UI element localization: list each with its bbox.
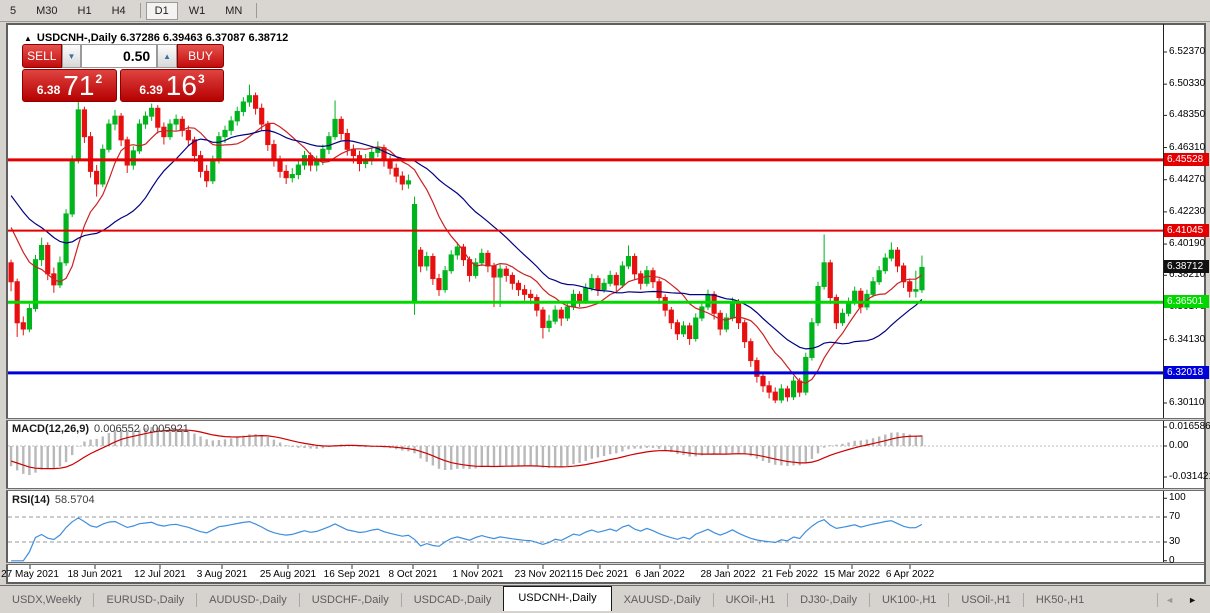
chart-tab-bar: USDX,Weekly EURUSD-,Daily AUDUSD-,Daily … [0,585,1210,613]
tab-audusd-daily[interactable]: AUDUSD-,Daily [209,594,287,606]
tab-separator [1022,593,1024,607]
tab-ukoil-h1[interactable]: UKOil-,H1 [725,594,776,606]
tab-scroll-arrows: ◄ ► [1157,593,1210,607]
sell-price-point: 2 [95,72,103,86]
tab-usdcad-daily[interactable]: USDCAD-,Daily [413,594,492,606]
tab-eurusd-daily[interactable]: EURUSD-,Daily [106,594,185,606]
buy-price-point: 3 [197,72,205,86]
chart-title: ▲ USDCNH-,Daily 6.37286 6.39463 6.37087 6… [24,32,288,44]
timeframe-h1-button[interactable]: H1 [77,4,92,17]
rsi-label: RSI(14) 58.5704 [12,494,95,506]
tab-separator [868,593,870,607]
volume-input[interactable]: 0.50 [81,44,158,68]
timeframe-w1-button[interactable]: W1 [188,4,206,17]
tab-scroll-right-icon[interactable]: ► [1188,595,1197,605]
panel-separator-rsi-dates [6,562,1204,565]
price-axis-border [1163,24,1164,564]
timeframe-mn-button[interactable]: MN [225,4,243,17]
panel-separator-macd-rsi[interactable] [6,488,1204,491]
tab-uk100-h1[interactable]: UK100-,H1 [881,594,937,606]
tab-separator [948,593,950,607]
buy-button[interactable]: BUY [177,44,224,68]
macd-label: MACD(12,26,9) 0.006552 0.005921 [12,423,189,435]
volume-decrease-button[interactable]: ▼ [61,44,82,68]
buy-price-major: 6.39 [139,83,163,97]
tab-separator [1157,593,1159,607]
chart-symbol-label: USDCNH-,Daily [36,32,117,44]
sell-price-button[interactable]: 6.38 71 2 [22,69,118,102]
tab-scroll-left-icon[interactable]: ◄ [1165,595,1175,605]
timeframe-toolbar: 5 M30 H1 H4 D1 W1 MN [0,0,1210,22]
buy-price-button[interactable]: 6.39 16 3 [120,69,224,102]
tab-usdx-weekly[interactable]: USDX,Weekly [12,594,82,606]
tab-separator [196,593,198,607]
tab-usdcnh-daily-active[interactable]: USDCNH-,Daily [503,585,612,611]
toolbar-separator [256,3,258,18]
timeframe-m30-button[interactable]: M30 [36,4,58,17]
one-click-trade-panel: SELL ▼ 0.50 ▲ BUY 6.38 71 2 6.39 16 3 [22,44,224,102]
timeframe-d1-button[interactable]: D1 [145,1,178,20]
collapse-trade-panel-icon[interactable]: ▲ [24,34,32,43]
tab-separator [712,593,714,607]
tab-dj30-daily[interactable]: DJ30-,Daily [800,594,857,606]
timeframe-m5-button[interactable]: 5 [10,4,17,17]
volume-increase-button[interactable]: ▲ [157,44,177,68]
macd-values: 0.006552 0.005921 [94,423,189,435]
panel-separator-main-macd[interactable] [6,418,1204,421]
tab-separator [787,593,789,607]
buy-price-pips: 16 [165,70,197,101]
tab-separator [93,593,95,607]
rsi-value: 58.5704 [54,494,95,506]
tab-hk50-h1[interactable]: HK50-,H1 [1035,594,1085,606]
tab-usoil-h1[interactable]: USOil-,H1 [961,594,1011,606]
timeframe-h4-button[interactable]: H4 [111,4,126,17]
sell-price-major: 6.38 [36,83,61,97]
tab-separator [400,593,402,607]
sell-price-pips: 71 [63,70,95,101]
toolbar-separator [139,3,141,18]
sell-button[interactable]: SELL [22,44,62,68]
tab-xauusd-daily[interactable]: XAUUSD-,Daily [623,594,701,606]
tab-separator [298,593,300,607]
chart-ohlc-values: 6.37286 6.39463 6.37087 6.38712 [120,32,289,44]
tab-usdchf-daily[interactable]: USDCHF-,Daily [311,594,389,606]
